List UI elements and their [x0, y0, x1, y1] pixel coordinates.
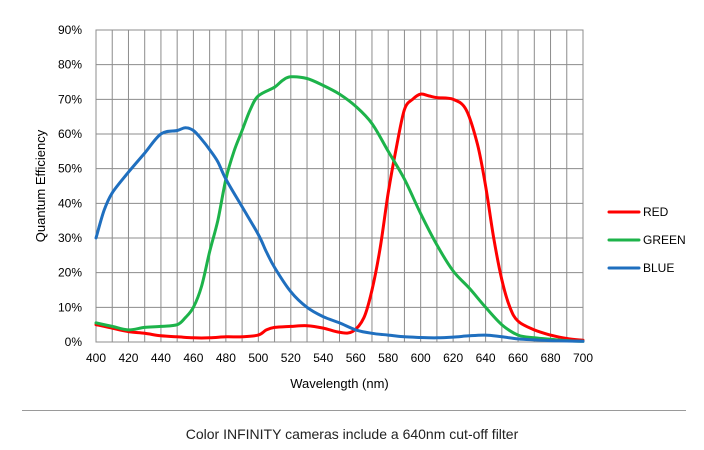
- y-axis-ticks: 0% 10% 20% 30% 40% 50% 60% 70% 80% 90%: [58, 23, 82, 349]
- legend-label-red: RED: [643, 205, 669, 219]
- x-tick-label: 580: [378, 351, 398, 365]
- legend-label-blue: BLUE: [643, 261, 674, 275]
- x-tick-label: 640: [476, 351, 496, 365]
- x-tick-label: 400: [86, 351, 106, 365]
- x-tick-label: 540: [313, 351, 333, 365]
- x-tick-label: 520: [281, 351, 301, 365]
- y-tick-label: 90%: [58, 23, 82, 37]
- y-tick-label: 80%: [58, 58, 82, 72]
- x-tick-label: 480: [216, 351, 236, 365]
- x-tick-label: 440: [151, 351, 171, 365]
- x-axis-ticks: 400 420 440 460 480 500 520 540 560 580 600 620 640 6…: [86, 351, 593, 365]
- y-tick-label: 40%: [58, 196, 82, 210]
- caption-divider: [22, 410, 686, 411]
- series-line-blue: [94, 126, 585, 343]
- y-tick-label: 0%: [65, 335, 83, 349]
- y-tick-label: 70%: [58, 92, 82, 106]
- quantum-efficiency-chart: 400 420 440 460 480 500 520 540 560 580 600 620 640 6…: [33, 23, 686, 391]
- x-tick-label: 560: [346, 351, 366, 365]
- chart-legend: RED GREEN BLUE: [607, 205, 686, 275]
- x-axis-title: Wavelength (nm): [290, 376, 389, 391]
- x-tick-label: 600: [411, 351, 431, 365]
- x-tick-label: 620: [443, 351, 463, 365]
- chart-grid: [95, 29, 584, 343]
- y-tick-label: 30%: [58, 231, 82, 245]
- y-tick-label: 20%: [58, 266, 82, 280]
- legend-label-green: GREEN: [643, 233, 686, 247]
- series-line-red: [94, 92, 585, 342]
- x-tick-label: 500: [248, 351, 268, 365]
- x-tick-label: 420: [118, 351, 138, 365]
- y-axis-title: Quantum Efficiency: [33, 129, 48, 242]
- series-line-green: [94, 75, 585, 343]
- y-tick-label: 60%: [58, 127, 82, 141]
- y-tick-label: 10%: [58, 300, 82, 314]
- x-tick-label: 460: [183, 351, 203, 365]
- y-tick-label: 50%: [58, 162, 82, 176]
- figure-caption: Color INFINITY cameras include a 640nm c…: [185, 426, 519, 442]
- x-tick-label: 660: [508, 351, 528, 365]
- x-tick-label: 680: [541, 351, 561, 365]
- chart-series: [94, 75, 585, 343]
- x-tick-label: 700: [573, 351, 593, 365]
